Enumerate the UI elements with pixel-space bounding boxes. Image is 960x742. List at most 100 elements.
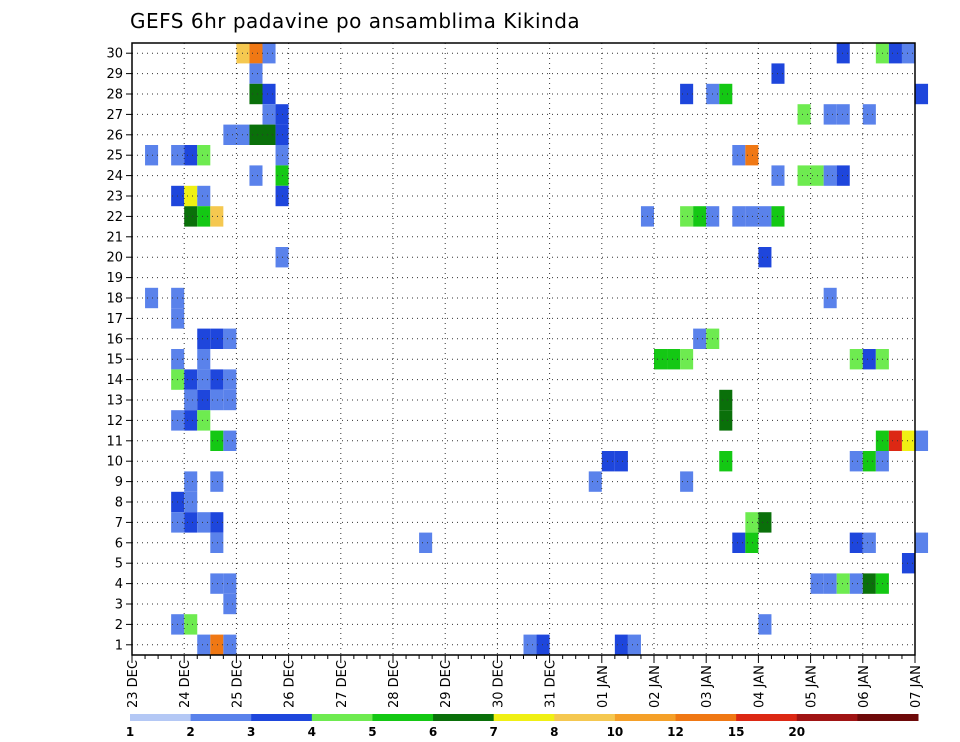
x-tick-label: 30 DEC xyxy=(491,660,506,708)
y-tick-label: 12 xyxy=(106,414,123,429)
heatmap-cell xyxy=(901,43,915,64)
y-tick-label: 14 xyxy=(106,373,123,388)
heatmap-cell xyxy=(732,532,746,553)
colorbar-label: 3 xyxy=(247,725,255,739)
heatmap-cell xyxy=(758,512,772,533)
heatmap-cell xyxy=(862,451,876,472)
heatmap-cell xyxy=(223,634,237,655)
heatmap-cell xyxy=(184,389,198,411)
heatmap-cell xyxy=(184,491,198,513)
x-tick-label: 23 DEC xyxy=(126,660,141,708)
heatmap-cell xyxy=(901,430,915,451)
heatmap-cell xyxy=(197,369,211,390)
heatmap-cell xyxy=(223,124,237,145)
heatmap-cell xyxy=(693,328,707,349)
heatmap-cell xyxy=(836,165,850,186)
heatmap-cell xyxy=(536,634,550,655)
heatmap-cell xyxy=(915,83,929,105)
y-tick-label: 29 xyxy=(106,67,123,82)
heatmap-cell xyxy=(197,206,211,227)
heatmap-cell xyxy=(888,430,902,451)
heatmap-cell xyxy=(836,43,850,64)
heatmap-cell xyxy=(184,512,198,533)
heatmap-cell xyxy=(719,83,733,105)
heatmap-cell xyxy=(862,532,876,553)
heatmap-cell xyxy=(223,593,237,615)
colorbar-swatch xyxy=(311,714,373,721)
heatmap-cell xyxy=(862,104,876,125)
x-tick-label: 04 JAN xyxy=(752,665,767,708)
heatmap-cell xyxy=(184,145,198,166)
heatmap-cell xyxy=(667,349,681,370)
x-tick-label: 27 DEC xyxy=(335,660,350,708)
heatmap-cell xyxy=(184,206,198,227)
heatmap-cell xyxy=(523,634,537,655)
colorbar-swatch xyxy=(130,714,192,721)
heatmap-cell xyxy=(627,634,641,655)
heatmap-cell xyxy=(184,410,198,431)
heatmap-cell xyxy=(862,349,876,370)
heatmap-cell xyxy=(614,634,628,655)
y-tick-label: 10 xyxy=(106,455,123,470)
heatmap-cell xyxy=(745,512,759,533)
colorbar-swatch xyxy=(190,714,252,721)
heatmap-cell xyxy=(823,573,837,594)
heatmap-cell xyxy=(614,451,628,472)
colorbar-label: 5 xyxy=(368,725,376,739)
x-tick-label: 31 DEC xyxy=(544,660,559,708)
heatmap-cell xyxy=(210,573,224,594)
x-tick-label: 29 DEC xyxy=(439,660,454,708)
heatmap-cell xyxy=(823,165,837,186)
x-tick-label: 24 DEC xyxy=(178,660,193,708)
y-tick-label: 1 xyxy=(115,638,123,653)
heatmap-cell xyxy=(262,104,276,125)
heatmap-cell xyxy=(732,206,746,227)
y-tick-label: 9 xyxy=(115,475,123,490)
y-tick-label: 2 xyxy=(115,618,123,633)
grid-lines xyxy=(132,43,915,655)
heatmap-cell xyxy=(262,43,276,64)
heatmap-cell xyxy=(197,145,211,166)
heatmap-cell xyxy=(184,185,198,207)
heatmap-cell xyxy=(262,83,276,105)
heatmap-cell xyxy=(915,430,929,451)
heatmap-cell xyxy=(249,165,263,186)
x-tick-label: 02 JAN xyxy=(648,665,663,708)
y-tick-label: 28 xyxy=(106,88,123,103)
heatmap-cell xyxy=(262,124,276,145)
heatmap-cell xyxy=(197,512,211,533)
heatmap-cell xyxy=(745,145,759,166)
y-tick-label: 25 xyxy=(106,149,123,164)
heatmap-cell xyxy=(210,512,224,533)
colorbar-swatch xyxy=(675,714,737,721)
y-tick-label: 17 xyxy=(106,312,123,327)
heatmap-cells xyxy=(145,43,929,655)
colorbar-legend: 1 2 3 4 5 6 7 8 10 12 15 20 xyxy=(126,714,919,739)
colorbar-swatch xyxy=(736,714,798,721)
heatmap-cell xyxy=(836,104,850,125)
colorbar-swatch xyxy=(554,714,616,721)
heatmap-cell xyxy=(836,573,850,594)
x-tick-label: 05 JAN xyxy=(805,665,820,708)
y-tick-label: 3 xyxy=(115,598,123,613)
heatmap-cell xyxy=(223,369,237,390)
y-tick-label: 5 xyxy=(115,557,123,572)
heatmap-cell xyxy=(758,206,772,227)
colorbar-label: 1 xyxy=(126,725,134,739)
colorbar-swatch xyxy=(433,714,495,721)
colorbar-swatch xyxy=(251,714,313,721)
heatmap-cell xyxy=(184,471,198,492)
y-tick-label: 16 xyxy=(106,332,123,347)
heatmap-cell xyxy=(745,532,759,553)
heatmap-cell xyxy=(693,206,707,227)
heatmap-cell xyxy=(249,83,263,105)
heatmap-cell xyxy=(849,349,863,370)
heatmap-cell xyxy=(184,369,198,390)
heatmap-cell xyxy=(210,471,224,492)
heatmap-cell xyxy=(210,634,224,655)
colorbar-label: 15 xyxy=(728,725,745,739)
heatmap-cell xyxy=(588,471,602,492)
y-tick-label: 20 xyxy=(106,251,123,266)
heatmap-cell xyxy=(849,573,863,594)
y-tick-label: 13 xyxy=(106,394,123,409)
